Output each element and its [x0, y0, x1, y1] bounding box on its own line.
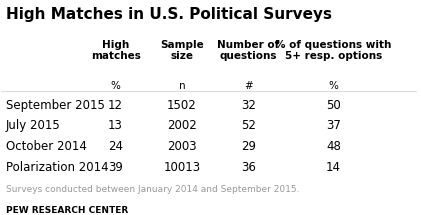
Text: 29: 29: [241, 140, 256, 153]
Text: 37: 37: [326, 119, 341, 132]
Text: %: %: [111, 81, 120, 91]
Text: 36: 36: [241, 161, 256, 174]
Text: 2003: 2003: [167, 140, 197, 153]
Text: n: n: [179, 81, 185, 91]
Text: July 2015: July 2015: [5, 119, 60, 132]
Text: PEW RESEARCH CENTER: PEW RESEARCH CENTER: [5, 206, 128, 215]
Text: 32: 32: [241, 98, 256, 112]
Text: Surveys conducted between January 2014 and September 2015.: Surveys conducted between January 2014 a…: [5, 185, 299, 194]
Text: High Matches in U.S. Political Surveys: High Matches in U.S. Political Surveys: [5, 7, 332, 22]
Text: %: %: [329, 81, 338, 91]
Text: 10013: 10013: [163, 161, 200, 174]
Text: #: #: [244, 81, 253, 91]
Text: 48: 48: [326, 140, 341, 153]
Text: 2002: 2002: [167, 119, 197, 132]
Text: High
matches: High matches: [91, 40, 141, 61]
Text: September 2015: September 2015: [5, 98, 104, 112]
Text: 24: 24: [108, 140, 123, 153]
Text: 12: 12: [108, 98, 123, 112]
Text: 13: 13: [108, 119, 123, 132]
Text: 1502: 1502: [167, 98, 197, 112]
Text: 52: 52: [241, 119, 256, 132]
Text: Sample
size: Sample size: [160, 40, 204, 61]
Text: October 2014: October 2014: [5, 140, 86, 153]
Text: 50: 50: [326, 98, 341, 112]
Text: 39: 39: [108, 161, 123, 174]
Text: % of questions with
5+ resp. options: % of questions with 5+ resp. options: [275, 40, 392, 61]
Text: Number of
questions: Number of questions: [217, 40, 280, 61]
Text: Polarization 2014: Polarization 2014: [5, 161, 108, 174]
Text: 14: 14: [326, 161, 341, 174]
